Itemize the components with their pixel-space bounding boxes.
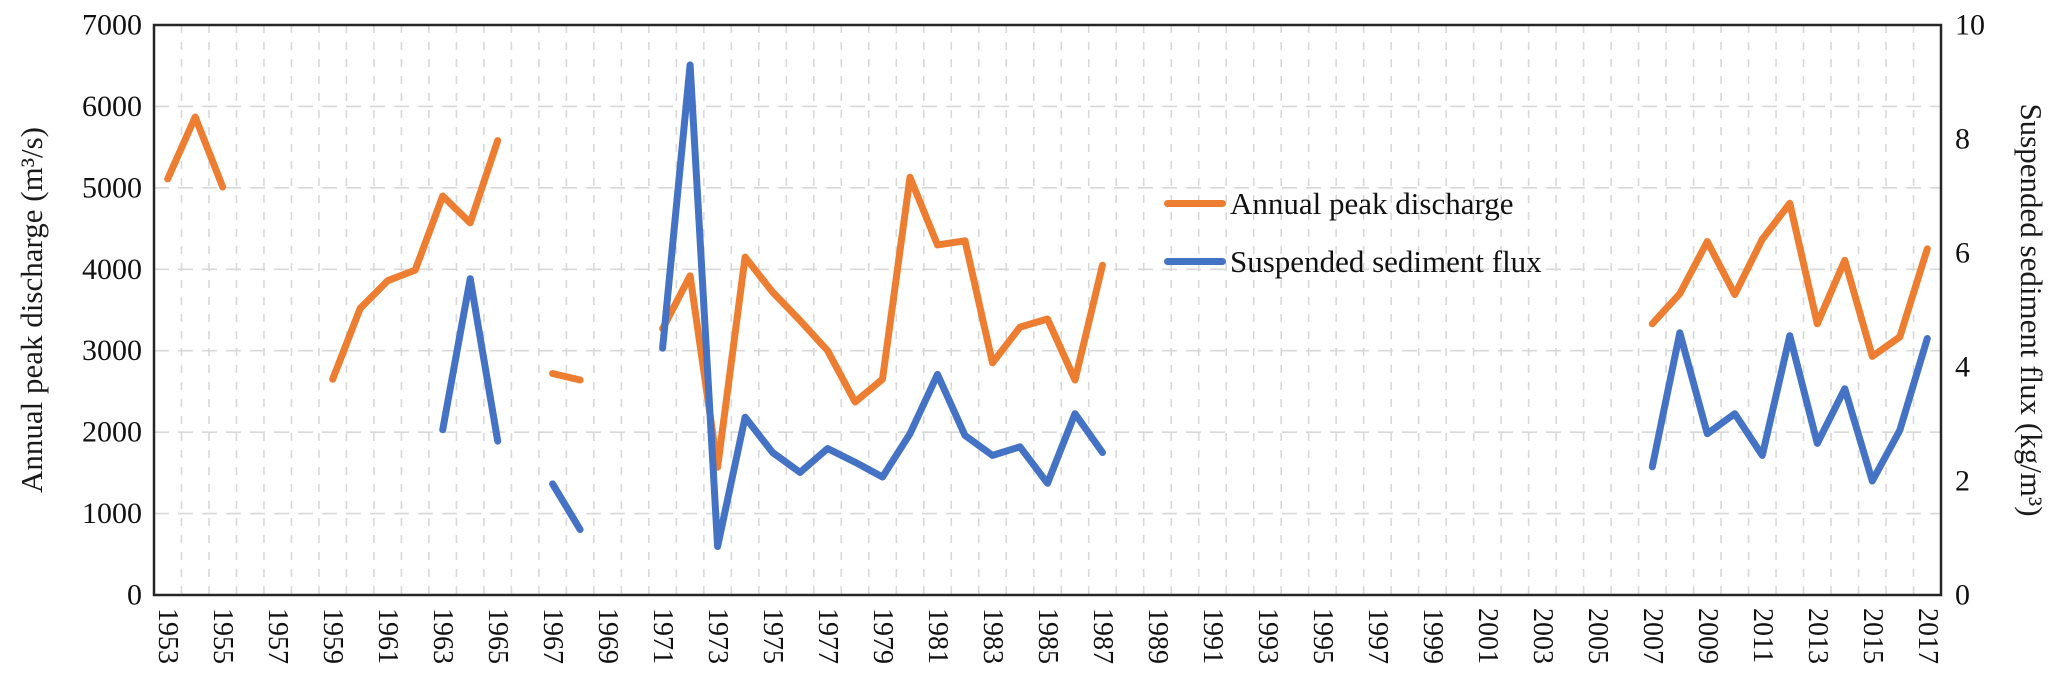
x-axis-tick-label: 2003 bbox=[1527, 608, 1558, 664]
x-axis-tick-label: 1955 bbox=[207, 608, 238, 664]
discharge-line-swatch bbox=[1164, 199, 1226, 207]
x-axis-tick-label: 2017 bbox=[1912, 608, 1943, 664]
left-axis-tick-label: 2000 bbox=[82, 416, 142, 449]
series-line-suspended-sediment-flux bbox=[1648, 329, 1931, 485]
series-line-annual-peak-discharge bbox=[659, 173, 1106, 471]
right-axis-tick-label: 10 bbox=[1955, 9, 1985, 42]
x-axis-tick-label: 1965 bbox=[482, 608, 513, 664]
series-line-annual-peak-discharge bbox=[329, 137, 502, 383]
left-axis-tick-label: 5000 bbox=[82, 171, 142, 204]
x-axis-tick-label: 1985 bbox=[1032, 608, 1063, 664]
legend-label-sediment: Suspended sediment flux bbox=[1230, 243, 1542, 279]
x-axis-tick-label: 1975 bbox=[757, 608, 788, 664]
x-axis-tick-label: 2015 bbox=[1857, 608, 1888, 664]
left-axis-tick-label: 1000 bbox=[82, 497, 142, 530]
left-axis-tick-label: 6000 bbox=[82, 90, 142, 123]
legend-label-discharge: Annual peak discharge bbox=[1230, 185, 1514, 221]
x-axis-tick-label: 1953 bbox=[152, 608, 183, 664]
x-axis-tick-label: 1999 bbox=[1417, 608, 1448, 664]
series-line-suspended-sediment-flux bbox=[549, 480, 584, 533]
left-axis-title: Annual peak discharge (m³/s) bbox=[14, 127, 49, 493]
x-axis-tick-label: 1987 bbox=[1087, 608, 1118, 664]
x-axis-tick-label: 1997 bbox=[1362, 608, 1393, 664]
legend-item-sediment: Suspended sediment flux bbox=[1164, 240, 1542, 282]
plot-border bbox=[152, 23, 1943, 597]
x-axis-tick-label: 1995 bbox=[1307, 608, 1338, 664]
series-line-annual-peak-discharge bbox=[549, 370, 584, 384]
x-axis-tick-label: 1977 bbox=[812, 608, 843, 664]
series-line-suspended-sediment-flux bbox=[659, 61, 1106, 550]
x-axis-tick-label: 1973 bbox=[702, 608, 733, 664]
x-axis-tick-label: 1981 bbox=[922, 608, 953, 664]
right-axis-tick-label: 0 bbox=[1955, 579, 1970, 612]
right-axis-title: Suspended sediment flux (kg/m³) bbox=[2014, 103, 2049, 517]
x-axis-tick-label: 1983 bbox=[977, 608, 1008, 664]
x-axis-tick-label: 2005 bbox=[1582, 608, 1613, 664]
x-axis-tick-label: 2009 bbox=[1692, 608, 1723, 664]
series-line-annual-peak-discharge bbox=[1648, 199, 1931, 360]
left-axis-tick-label: 7000 bbox=[82, 9, 142, 42]
right-axis-tick-label: 2 bbox=[1955, 465, 1970, 498]
sediment-line-swatch bbox=[1164, 257, 1226, 265]
x-axis-tick-label: 1993 bbox=[1252, 608, 1283, 664]
x-axis-tick-label: 1961 bbox=[372, 608, 403, 664]
x-axis-tick-label: 2007 bbox=[1637, 608, 1668, 664]
x-axis-tick-label: 1991 bbox=[1197, 608, 1228, 664]
legend-item-discharge: Annual peak discharge bbox=[1164, 182, 1542, 224]
x-axis-tick-label: 1989 bbox=[1142, 608, 1173, 664]
x-axis-tick-label: 2011 bbox=[1747, 608, 1778, 663]
series-line-annual-peak-discharge bbox=[164, 113, 227, 191]
x-axis-tick-label: 2013 bbox=[1802, 608, 1833, 664]
x-axis-tick-label: 1979 bbox=[867, 608, 898, 664]
x-axis-tick-label: 1967 bbox=[537, 608, 568, 664]
x-axis-tick-label: 1957 bbox=[262, 608, 293, 664]
left-axis-tick-label: 4000 bbox=[82, 253, 142, 286]
series-line-suspended-sediment-flux bbox=[439, 275, 502, 445]
x-axis-tick-label: 1959 bbox=[317, 608, 348, 664]
x-axis-tick-label: 2001 bbox=[1472, 608, 1503, 664]
x-axis-tick-label: 1969 bbox=[592, 608, 623, 664]
right-axis-tick-label: 4 bbox=[1955, 351, 1970, 384]
legend: Annual peak discharge Suspended sediment… bbox=[1164, 182, 1542, 282]
right-axis-tick-label: 6 bbox=[1955, 237, 1970, 270]
x-axis-tick-label: 1971 bbox=[647, 608, 678, 664]
x-axis-tick-label: 1963 bbox=[427, 608, 458, 664]
left-axis-tick-label: 3000 bbox=[82, 334, 142, 367]
left-axis-tick-label: 0 bbox=[127, 579, 142, 612]
right-axis-tick-label: 8 bbox=[1955, 123, 1970, 156]
